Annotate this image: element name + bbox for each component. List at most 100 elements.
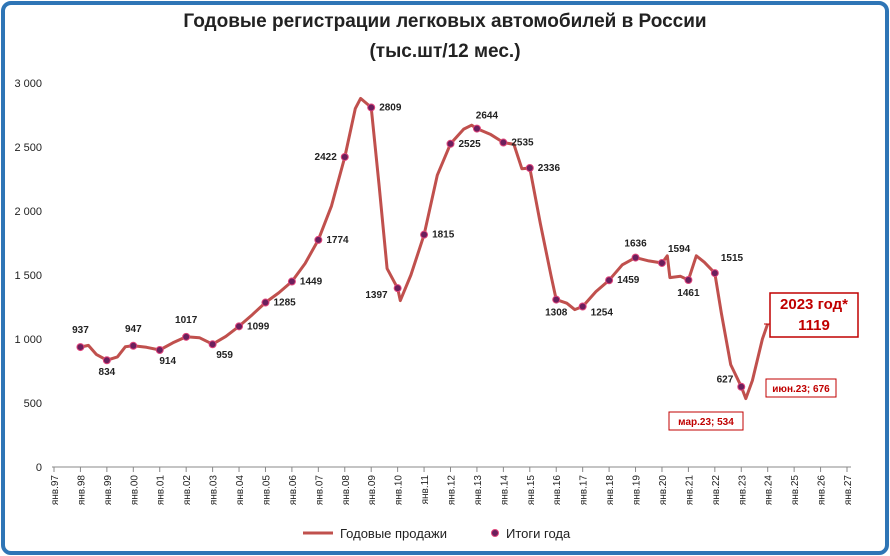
x-tick-label: янв.17: [579, 475, 590, 506]
data-label: 1017: [175, 315, 198, 326]
year-marker: [367, 103, 376, 112]
data-label: 627: [717, 375, 734, 386]
year-marker: [287, 277, 296, 286]
data-label: 1459: [617, 275, 640, 286]
year-marker: [235, 322, 244, 331]
data-label: 1461: [677, 288, 700, 299]
sales-line: [80, 96, 770, 401]
x-tick-label: янв.23: [737, 475, 748, 506]
year-marker: [605, 276, 614, 285]
year-marker: [499, 138, 508, 147]
year-marker: [102, 356, 111, 365]
data-label: 937: [72, 325, 89, 336]
x-tick-label: янв.27: [843, 475, 854, 506]
annotation: 2023 год*: [780, 296, 848, 313]
chart-subtitle: (тыс.шт/12 мес.): [369, 41, 520, 62]
data-label: 1254: [591, 307, 614, 318]
data-label: 1774: [326, 235, 349, 246]
x-tick-label: янв.07: [314, 475, 325, 506]
legend-label: Итоги года: [506, 526, 571, 541]
data-label: 1594: [668, 244, 691, 255]
year-marker: [76, 343, 85, 352]
data-label: 1099: [247, 321, 270, 332]
y-tick-label: 2 000: [14, 206, 42, 218]
y-tick-label: 3 000: [14, 78, 42, 90]
x-tick-label: янв.11: [420, 475, 431, 505]
y-tick-label: 0: [36, 462, 42, 474]
data-label: 1308: [545, 308, 568, 319]
year-marker: [182, 332, 191, 341]
x-tick-label: янв.21: [684, 475, 695, 506]
year-marker: [657, 258, 666, 267]
year-marker: [472, 124, 481, 133]
x-tick-label: янв.02: [182, 475, 193, 506]
x-tick-label: янв.03: [209, 475, 220, 506]
year-marker: [129, 341, 138, 350]
year-marker: [552, 295, 561, 304]
x-tick-label: янв.09: [367, 475, 378, 506]
x-tick-label: янв.12: [447, 475, 458, 506]
annotation: мар.23; 534: [678, 417, 734, 428]
annotation-box: [668, 411, 744, 431]
year-marker: [340, 152, 349, 161]
year-marker: [208, 340, 217, 349]
data-label: 1397: [365, 290, 388, 301]
legend-label: Годовые продажи: [340, 526, 447, 541]
x-tick-label: янв.97: [50, 475, 61, 506]
year-marker: [684, 275, 693, 284]
plot: 0 500 1 000 1 500 2 000 2 500 3 000 янв.97 янв.9…: [14, 78, 854, 505]
year-marker: [420, 230, 429, 239]
x-tick-label: янв.98: [76, 475, 87, 506]
x-tick-label: янв.10: [394, 475, 405, 506]
x-tick-label: янв.06: [288, 475, 299, 506]
x-tick-label: янв.16: [552, 475, 563, 506]
annotation: июн.23; 676: [772, 384, 830, 395]
year-marker: [525, 163, 534, 172]
data-label: 1515: [721, 253, 744, 264]
x-tick-label: янв.26: [817, 475, 828, 506]
year-marker: [314, 235, 323, 244]
x-tick-label: янв.14: [499, 475, 510, 506]
x-tick-label: янв.08: [341, 475, 352, 506]
x-tick-label: янв.04: [235, 475, 246, 506]
x-tick-label: янв.13: [473, 475, 484, 506]
data-label: 2809: [379, 102, 402, 113]
data-label: 2422: [315, 152, 338, 163]
data-label: 1815: [432, 230, 455, 241]
data-label: 834: [99, 367, 116, 378]
x-tick-label: янв.18: [605, 475, 616, 506]
data-label: 2535: [511, 138, 534, 149]
data-label: 959: [216, 350, 233, 361]
year-marker: [155, 346, 164, 355]
x-tick-label: янв.00: [129, 475, 140, 506]
data-label: 1449: [300, 277, 323, 288]
x-tick-label: янв.24: [764, 475, 775, 506]
x-tick-label: янв.22: [711, 475, 722, 506]
y-tick-label: 2 500: [14, 142, 42, 154]
x-tick-label: янв.05: [261, 475, 272, 506]
x-tick-label: янв.15: [526, 475, 537, 506]
year-marker: [631, 253, 640, 262]
data-label: 2644: [476, 111, 499, 122]
data-label: 2525: [459, 139, 482, 150]
x-tick-label: янв.19: [632, 475, 643, 506]
x-tick-label: янв.99: [103, 475, 114, 506]
x-tick-label: янв.20: [658, 475, 669, 506]
x-tick-label: янв.25: [790, 475, 801, 506]
data-label: 947: [125, 324, 142, 335]
annotation-box: [769, 292, 859, 338]
year-marker: [710, 269, 719, 278]
legend-swatch: [491, 529, 499, 537]
y-tick-label: 1 000: [14, 334, 42, 346]
y-tick-label: 1 500: [14, 270, 42, 282]
y-tick-label: 500: [24, 398, 42, 410]
data-label: 1285: [273, 298, 296, 309]
year-marker: [446, 139, 455, 148]
data-label: 2336: [538, 163, 561, 174]
year-marker: [393, 284, 402, 293]
year-marker: [578, 302, 587, 311]
data-label: 914: [159, 356, 176, 367]
data-label: 1636: [624, 239, 647, 250]
